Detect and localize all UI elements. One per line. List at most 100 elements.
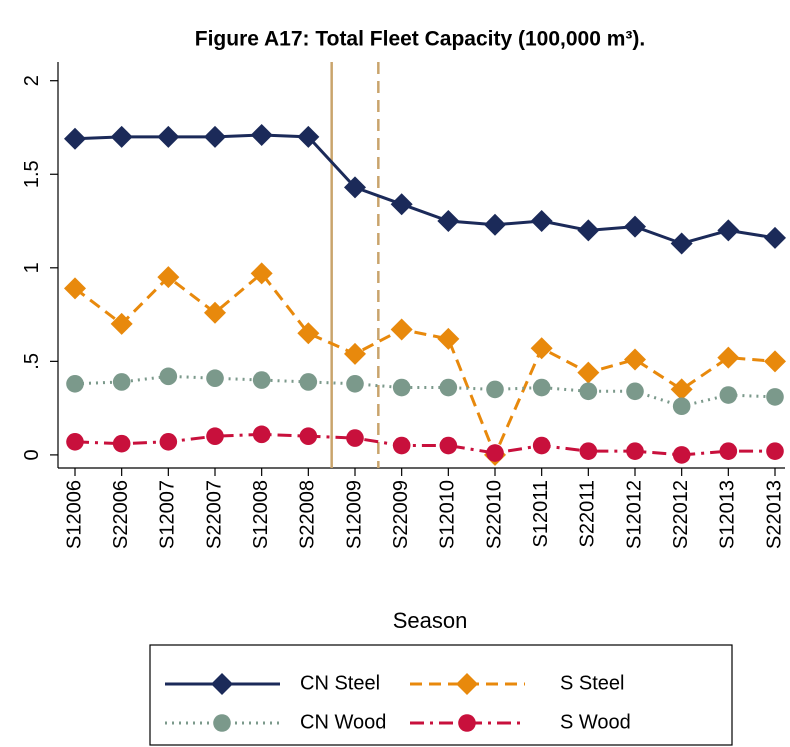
marker <box>299 427 318 445</box>
x-axis-title: Season <box>393 608 468 633</box>
marker <box>299 373 318 391</box>
marker <box>486 380 504 399</box>
marker <box>670 232 693 255</box>
marker <box>344 342 366 365</box>
x-tick-label: S22008 <box>297 480 319 549</box>
marker <box>672 397 691 416</box>
marker <box>719 386 738 404</box>
marker <box>764 226 786 249</box>
marker <box>204 301 226 324</box>
marker <box>112 373 131 391</box>
marker <box>530 210 553 233</box>
marker <box>159 433 178 451</box>
marker <box>250 262 273 285</box>
marker <box>766 442 784 460</box>
x-tick-label: S22012 <box>670 480 692 549</box>
marker <box>486 444 504 462</box>
legend-box <box>149 644 733 746</box>
marker <box>766 388 784 406</box>
marker <box>532 436 551 455</box>
marker <box>672 446 691 464</box>
marker <box>211 673 233 695</box>
series-line <box>74 432 775 457</box>
x-tick-label: S12012 <box>623 480 645 549</box>
x-tick-label: S22009 <box>390 480 412 549</box>
x-tick-label: S22007 <box>203 480 225 549</box>
marker <box>66 375 84 393</box>
y-tick-label: 1 <box>21 262 43 273</box>
marker <box>717 219 740 242</box>
marker <box>250 123 273 146</box>
legend-label: S Steel <box>560 672 624 694</box>
marker <box>344 176 366 199</box>
legend-label: S Wood <box>560 711 631 733</box>
marker <box>157 125 180 148</box>
marker <box>437 327 460 350</box>
marker <box>484 213 506 236</box>
x-tick-label: S22013 <box>763 480 785 549</box>
series-line <box>74 271 776 459</box>
x-tick-label: S12007 <box>157 480 179 549</box>
series-line <box>74 374 776 408</box>
marker <box>530 337 553 360</box>
marker <box>439 436 458 455</box>
marker <box>626 442 644 460</box>
marker <box>390 193 413 216</box>
marker <box>252 371 271 389</box>
marker <box>206 427 224 445</box>
x-tick-label: S12013 <box>717 480 739 549</box>
marker <box>297 125 320 148</box>
legend-label: CN Wood <box>300 711 386 733</box>
marker <box>346 429 364 447</box>
x-tick-label: S12010 <box>437 480 459 549</box>
marker <box>213 714 231 732</box>
marker <box>532 378 551 397</box>
marker <box>66 433 84 451</box>
x-tick-label: S12009 <box>343 480 365 549</box>
marker <box>110 312 133 335</box>
marker <box>764 350 786 373</box>
series-line <box>74 133 776 246</box>
x-tick-label: S12006 <box>63 480 85 549</box>
y-tick-label: .5 <box>21 353 43 370</box>
marker <box>204 125 226 148</box>
marker <box>110 125 133 148</box>
marker <box>392 378 411 397</box>
marker <box>717 346 740 369</box>
marker <box>579 382 598 401</box>
marker <box>456 673 478 695</box>
marker <box>157 266 180 289</box>
marker <box>670 378 693 401</box>
legend-label: CN Steel <box>300 672 380 694</box>
marker <box>577 361 600 384</box>
marker <box>458 714 476 732</box>
marker <box>392 436 411 455</box>
x-tick-label: S22010 <box>483 480 505 549</box>
marker <box>579 442 598 460</box>
marker <box>64 127 86 150</box>
marker <box>624 215 646 238</box>
marker <box>159 367 178 386</box>
marker <box>719 442 738 460</box>
y-tick-label: 2 <box>21 75 43 86</box>
x-tick-label: S12008 <box>250 480 272 549</box>
marker <box>439 378 458 397</box>
marker <box>252 425 271 444</box>
marker <box>206 369 224 387</box>
marker <box>390 318 413 341</box>
marker <box>64 277 86 300</box>
marker <box>437 210 460 233</box>
marker <box>624 348 646 371</box>
x-tick-label: S22011 <box>577 480 599 547</box>
marker <box>297 322 320 345</box>
x-tick-label: S12011 <box>530 480 552 547</box>
chart-title: Figure A17: Total Fleet Capacity (100,00… <box>195 28 645 51</box>
y-tick-label: 1.5 <box>21 160 43 188</box>
marker <box>577 219 600 242</box>
marker <box>112 434 131 453</box>
marker <box>346 375 364 393</box>
x-tick-label: S22006 <box>110 480 132 549</box>
marker <box>626 382 644 401</box>
y-tick-label: 0 <box>21 449 43 460</box>
